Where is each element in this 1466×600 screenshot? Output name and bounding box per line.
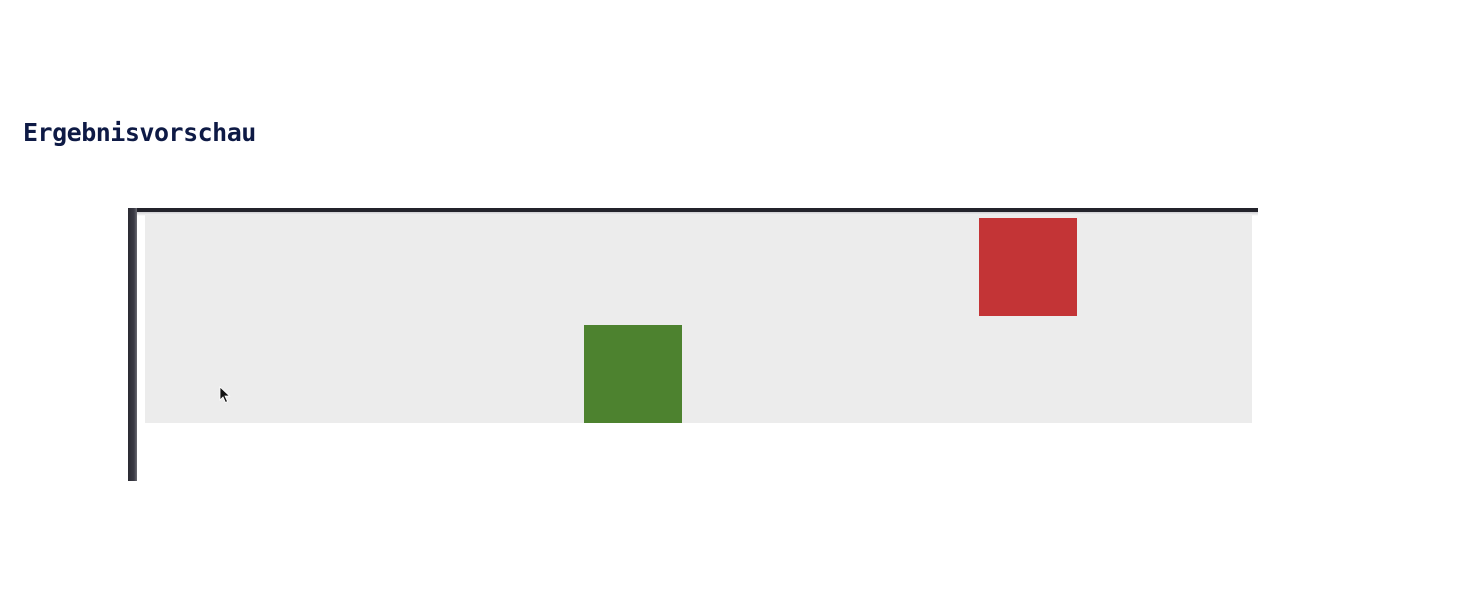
- green-tile[interactable]: [584, 325, 682, 423]
- mouse-pointer-icon: [219, 386, 231, 404]
- frame-left-border: [128, 208, 137, 481]
- frame-inner-shadow: [137, 212, 1258, 216]
- result-preview-canvas[interactable]: [145, 215, 1252, 423]
- red-tile[interactable]: [979, 218, 1077, 316]
- preview-frame: [128, 208, 1258, 481]
- section-title: Ergebnisvorschau: [23, 118, 256, 147]
- frame-top-border: [128, 208, 1258, 212]
